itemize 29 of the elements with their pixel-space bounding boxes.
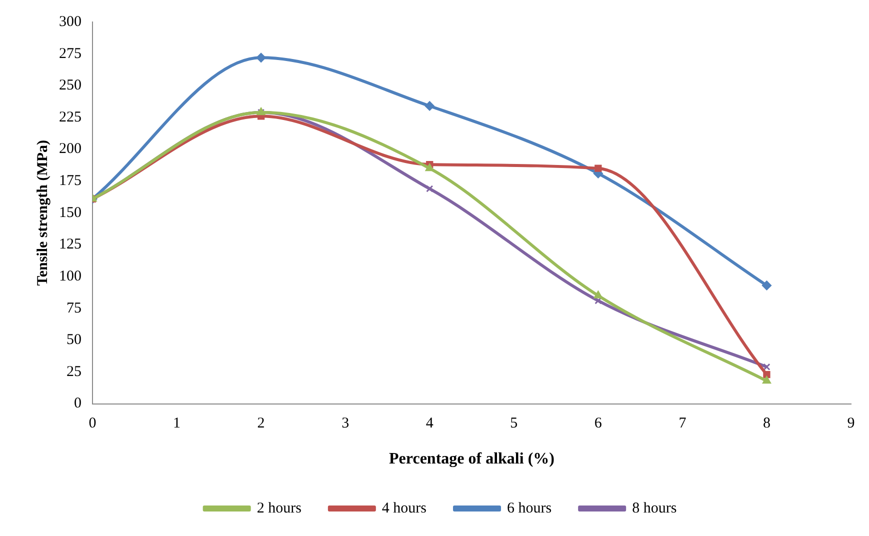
- y-tick-label: 50: [66, 332, 82, 348]
- x-axis-title: Percentage of alkali (%): [389, 450, 554, 468]
- legend-label: 8 hours: [632, 500, 677, 516]
- y-tick-label: 125: [59, 236, 82, 253]
- legend-label: 2 hours: [256, 500, 302, 516]
- y-tick-label: 75: [66, 300, 82, 316]
- x-tick-label: 5: [510, 416, 518, 432]
- x-tick-label: 1: [173, 416, 181, 432]
- y-tick-label: 0: [74, 396, 82, 412]
- legend-label: 6 hours: [507, 500, 552, 516]
- y-tick-label: 200: [59, 141, 82, 158]
- x-tick-label: 3: [342, 416, 350, 432]
- y-tick-label: 275: [59, 46, 82, 62]
- x-tick-label: 6: [594, 416, 602, 432]
- x-tick-label: 7: [678, 416, 687, 432]
- y-tick-label: 225: [59, 109, 82, 126]
- x-tick-label: 4: [426, 416, 434, 432]
- y-tick-label: 150: [59, 204, 82, 221]
- legend-label: 4 hours: [382, 500, 427, 516]
- y-tick-label: 25: [66, 364, 82, 380]
- x-tick-label: 0: [88, 416, 96, 432]
- y-tick-label: 100: [59, 268, 82, 284]
- y-tick-label: 300: [59, 14, 82, 30]
- x-tick-label: 9: [847, 416, 855, 432]
- x-tick-label: 2: [257, 416, 265, 432]
- y-tick-label: 250: [59, 78, 82, 94]
- y-tick-label: 175: [59, 173, 82, 190]
- y-axis-title: Tensile strength (MPa): [34, 140, 51, 286]
- x-tick-label: 8: [762, 416, 770, 432]
